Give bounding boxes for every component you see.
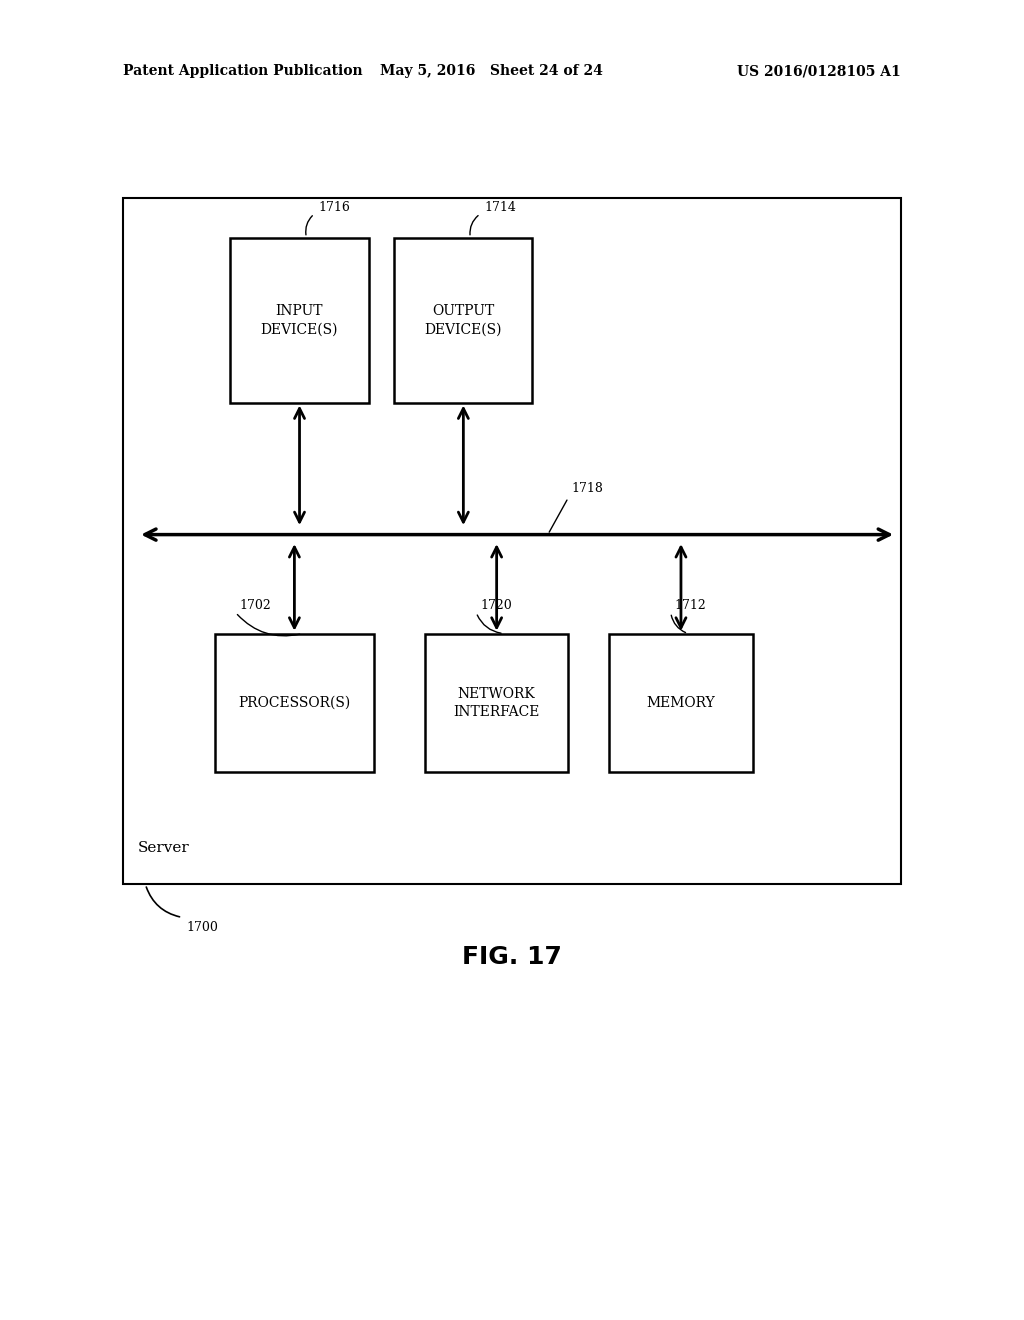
Text: Server: Server [138,841,190,855]
Text: Patent Application Publication: Patent Application Publication [123,65,362,78]
Text: MEMORY: MEMORY [646,696,716,710]
FancyBboxPatch shape [230,238,369,403]
Text: PROCESSOR(S): PROCESSOR(S) [239,696,350,710]
FancyBboxPatch shape [425,634,568,772]
FancyBboxPatch shape [394,238,532,403]
Text: INPUT
DEVICE(S): INPUT DEVICE(S) [261,304,338,337]
Text: 1702: 1702 [240,599,271,612]
Text: 1720: 1720 [480,599,512,612]
Text: 1714: 1714 [484,201,516,214]
Text: May 5, 2016   Sheet 24 of 24: May 5, 2016 Sheet 24 of 24 [380,65,603,78]
Text: NETWORK
INTERFACE: NETWORK INTERFACE [454,686,540,719]
FancyBboxPatch shape [215,634,374,772]
Text: FIG. 17: FIG. 17 [462,945,562,969]
Text: 1700: 1700 [186,921,218,935]
FancyBboxPatch shape [609,634,753,772]
Text: US 2016/0128105 A1: US 2016/0128105 A1 [737,65,901,78]
Text: OUTPUT
DEVICE(S): OUTPUT DEVICE(S) [425,304,502,337]
Text: 1716: 1716 [318,201,350,214]
Text: 1718: 1718 [571,482,603,495]
Text: 1712: 1712 [675,599,707,612]
FancyBboxPatch shape [123,198,901,884]
